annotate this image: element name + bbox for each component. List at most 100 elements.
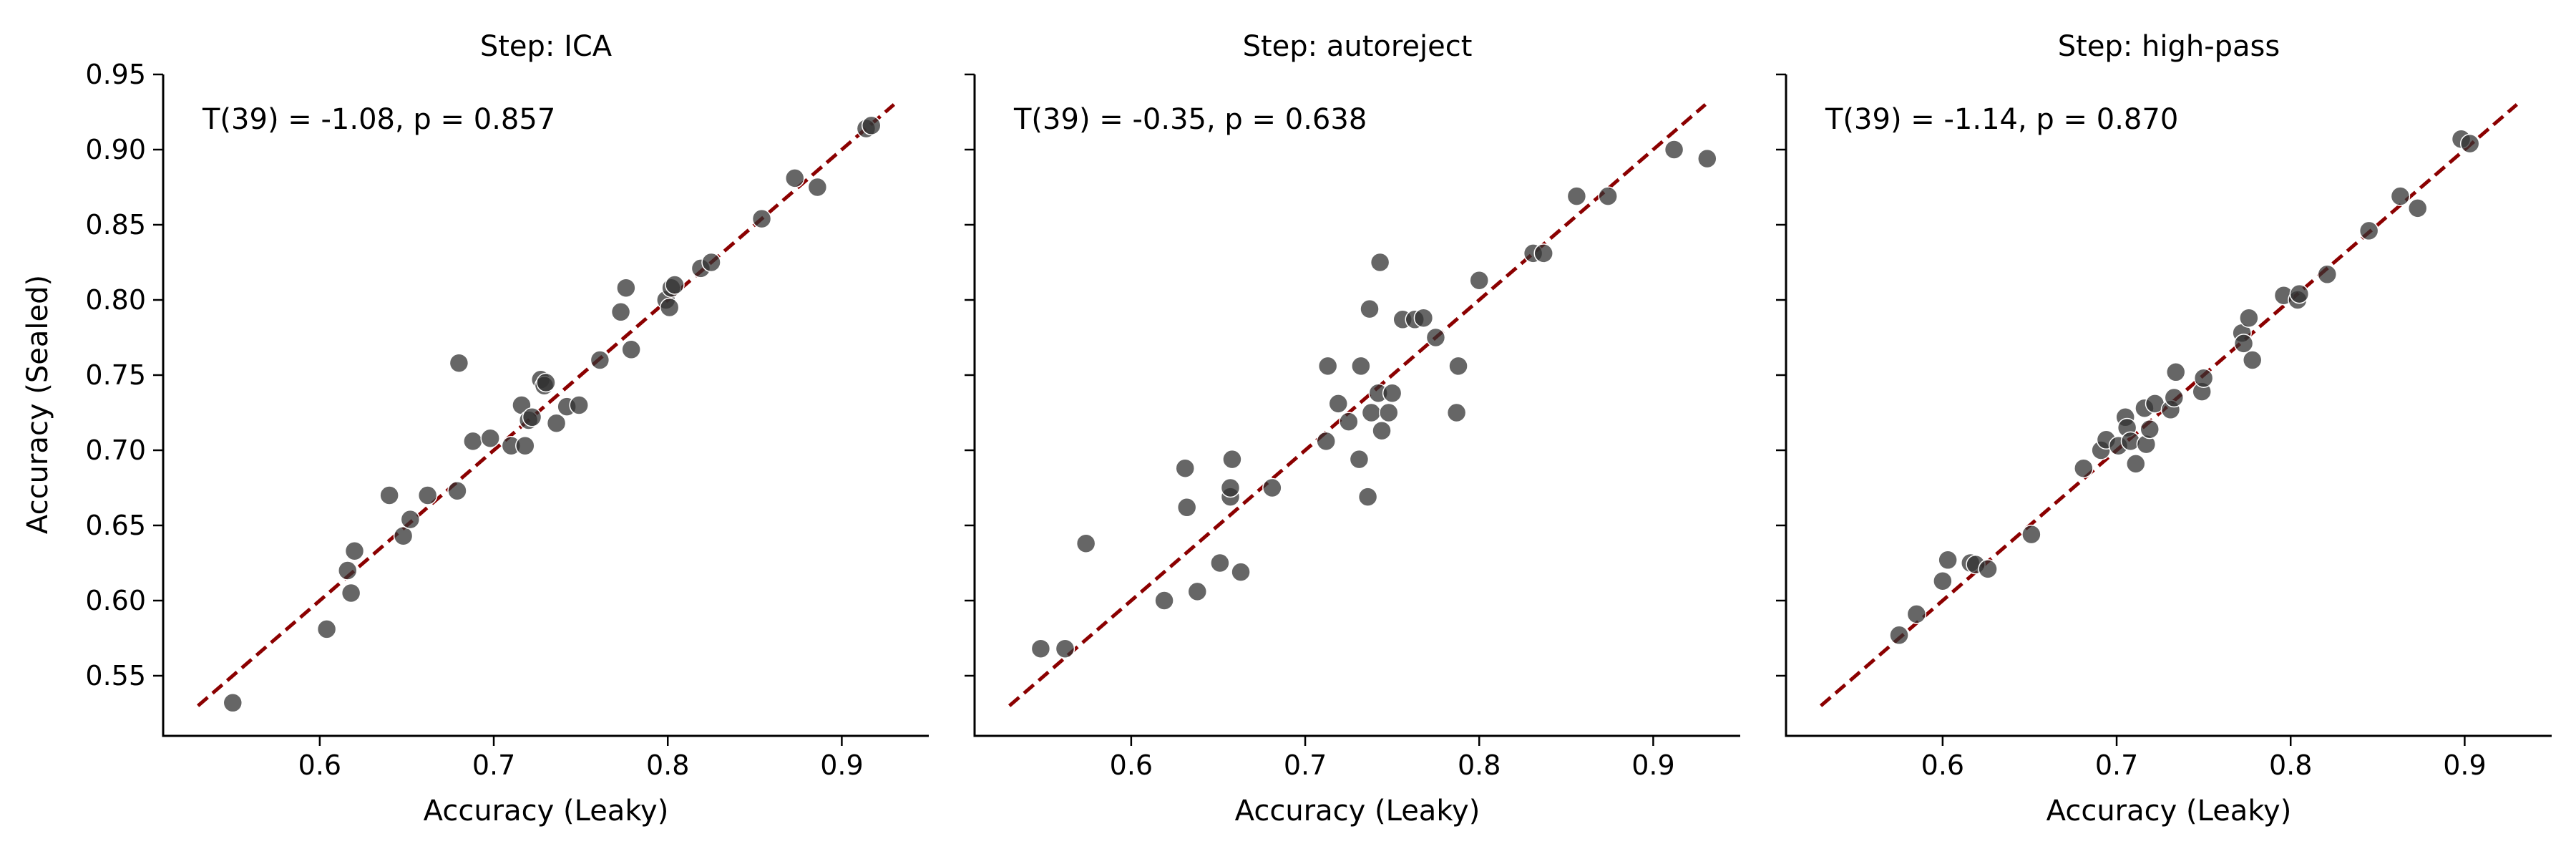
scatter-point [1370,252,1390,273]
scatter-point [1176,498,1197,518]
y-tick-label: 0.65 [85,510,146,541]
x-tick-label: 0.9 [2443,749,2486,781]
scatter-point [338,560,358,581]
scatter-point [2126,454,2146,474]
scatter-point [862,115,882,136]
y-axis [1776,73,1786,677]
scatter-point [785,168,805,188]
scatter-point [344,540,365,561]
scatter-point [590,350,610,370]
scatter-point [1906,604,1927,624]
scatter-point [616,278,636,298]
scatter-point [1361,402,1382,423]
x-tick-label: 0.7 [1284,749,1327,781]
scatter-points [223,115,882,713]
scatter-point [621,339,641,360]
scatter-point [610,302,631,322]
scatter-point [379,485,399,505]
panel-autoreject: Step: autoreject T(39) = -0.35, p = 0.63… [965,30,1740,828]
scatter-points [1030,140,1717,659]
scatter-point [449,353,469,373]
scatter-point [2390,186,2411,206]
x-axis: 0.6 0.7 0.8 0.9 [1110,736,1675,781]
x-tick-label: 0.7 [472,749,515,781]
scatter-point [316,619,337,639]
scatter-point [546,413,567,433]
x-tick-label: 0.9 [1631,749,1674,781]
x-tick-label: 0.9 [820,749,863,781]
scatter-point [447,480,467,501]
scatter-point [1382,383,1402,403]
x-tick-label: 0.7 [2095,749,2138,781]
y-axis [965,73,975,677]
scatter-point [2358,220,2379,241]
x-tick-label: 0.6 [1921,749,1964,781]
scatter-point [751,208,772,229]
scatter-point [1598,186,1618,206]
scatter-point [1222,449,1242,470]
scatter-point [2459,133,2480,154]
scatter-point [1316,431,1336,452]
scatter-point [1030,639,1051,659]
scatter-point [1231,562,1251,582]
scatter-point [2317,264,2338,285]
y-tick-label: 0.95 [85,59,146,90]
y-tick-label: 0.75 [85,359,146,391]
scatter-point [1697,148,1717,169]
y-axis-label: Accuracy (Sealed) [21,275,54,534]
x-tick-label: 0.6 [298,749,341,781]
panel-ica: Step: ICA T(39) = -1.08, p = 0.857 Accur… [21,30,929,828]
scatter-point [1357,487,1378,507]
scatter-point [1360,299,1380,319]
scatter-point [341,583,361,603]
scatter-point [417,485,438,505]
scatter-point [1349,449,1370,470]
axes-spines [162,74,929,737]
scatter-points [1889,129,2480,646]
scatter-point [2242,350,2263,370]
scatter-point [1933,571,1953,591]
x-axis-label: Accuracy (Leaky) [2046,795,2292,828]
scatter-point [1210,553,1230,573]
scatter-point [480,428,500,448]
scatter-point [659,297,680,318]
x-tick-label: 0.8 [646,749,689,781]
x-tick-label: 0.6 [1110,749,1153,781]
scatter-point [536,372,556,393]
scatter-point [1351,356,1371,377]
scatter-point [1469,270,1489,291]
y-tick-label: 0.80 [85,284,146,316]
scatter-point [569,395,589,415]
x-axis-label: Accuracy (Leaky) [1235,795,1480,828]
scatter-point [1938,550,1958,571]
scatter-point [1339,412,1359,432]
panel-high-pass: Step: high-pass T(39) = -1.14, p = 0.870… [1776,30,2552,828]
x-axis: 0.6 0.7 0.8 0.9 [298,736,864,781]
scatter-point [807,177,828,198]
y-tick-label: 0.70 [85,435,146,466]
scatter-point [1978,559,1998,579]
panel-title: Step: high-pass [2058,30,2280,63]
x-axis-label: Accuracy (Leaky) [424,795,669,828]
y-tick-label: 0.85 [85,209,146,241]
x-tick-label: 0.8 [2269,749,2312,781]
x-axis: 0.6 0.7 0.8 0.9 [1921,736,2487,781]
scatter-point [2233,334,2254,354]
scatter-point [2193,368,2214,388]
scatter-point [1328,394,1348,414]
scatter-point [463,431,483,452]
y-tick-label: 0.55 [85,660,146,691]
scatter-point [400,509,421,530]
scatter-point [2239,308,2259,328]
panel-title: Step: autoreject [1243,30,1473,63]
scatter-point [1413,308,1434,328]
scatter-point [1372,420,1392,441]
scatter-point [1425,327,1446,348]
scatter-point [1175,458,1195,478]
scatter-point [1055,639,1075,659]
panel-title: Step: ICA [480,30,613,63]
scatter-point [1889,625,1909,646]
scatter-point [515,435,535,456]
scatter-point [1664,140,1684,160]
